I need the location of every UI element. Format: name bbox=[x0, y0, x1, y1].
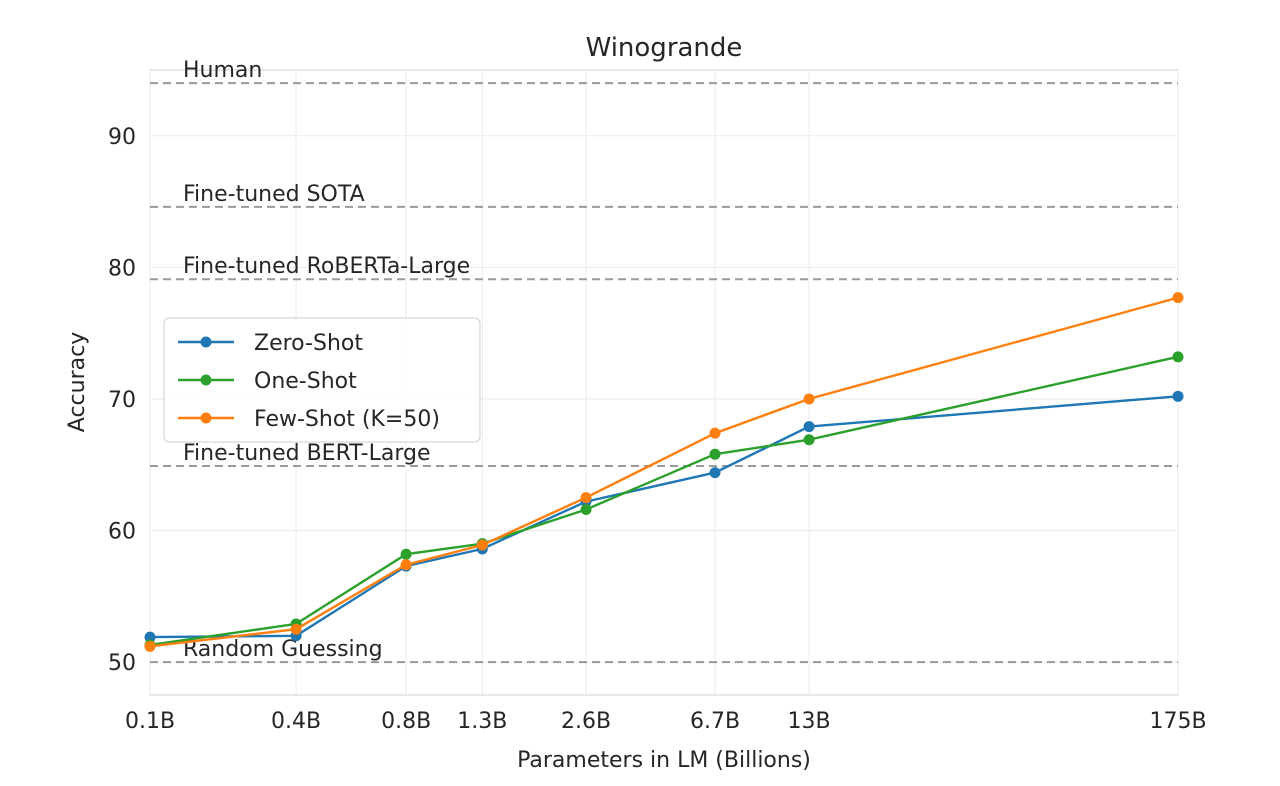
reference-label-random-guessing: Random Guessing bbox=[183, 637, 383, 662]
x-tick-label: 13B bbox=[788, 709, 831, 734]
legend-marker-zero-shot bbox=[200, 336, 212, 348]
y-tick-label: 90 bbox=[108, 125, 136, 150]
reference-label-fine-tuned-bert-large: Fine-tuned BERT-Large bbox=[183, 441, 431, 466]
data-point-few-shot-k-50 bbox=[709, 427, 721, 439]
reference-label-fine-tuned-roberta-large: Fine-tuned RoBERTa-Large bbox=[183, 254, 470, 279]
series-line-zero-shot bbox=[149, 395, 1179, 639]
data-point-few-shot-k-50 bbox=[1172, 292, 1184, 304]
x-tick-label: 0.4B bbox=[271, 709, 321, 734]
x-tick-label: 0.1B bbox=[125, 709, 175, 734]
x-tick-label: 175B bbox=[1149, 709, 1206, 734]
chart-title: Winogrande bbox=[586, 33, 743, 63]
x-tick-label: 0.8B bbox=[381, 709, 431, 734]
data-point-zero-shot bbox=[803, 421, 815, 433]
reference-lines: Human Fine-tuned SOTA Fine-tuned RoBERTa-L… bbox=[150, 58, 1178, 664]
legend-marker-one-shot bbox=[200, 374, 212, 386]
data-point-one-shot bbox=[400, 548, 412, 560]
data-point-zero-shot bbox=[709, 467, 721, 479]
data-point-few-shot-k-50 bbox=[803, 393, 815, 405]
y-ticks: 50 60 70 80 90 bbox=[108, 125, 136, 676]
y-axis-label: Accuracy bbox=[65, 332, 90, 432]
series-line-few-shot-k-50 bbox=[149, 296, 1179, 648]
legend-label-one-shot: One-Shot bbox=[254, 369, 357, 394]
legend-box bbox=[163, 317, 481, 443]
reference-label-fine-tuned-sota: Fine-tuned SOTA bbox=[183, 182, 365, 207]
reference-label-human: Human bbox=[183, 58, 262, 83]
x-tick-label: 1.3B bbox=[457, 709, 507, 734]
x-axis-label: Parameters in LM (Billions) bbox=[517, 748, 811, 773]
legend-marker-few-shot-k-50 bbox=[200, 412, 212, 424]
x-tick-label: 6.7B bbox=[690, 709, 740, 734]
x-tick-label: 2.6B bbox=[561, 709, 611, 734]
data-point-one-shot bbox=[803, 434, 815, 446]
data-point-few-shot-k-50 bbox=[400, 559, 412, 571]
data-point-one-shot bbox=[1172, 351, 1184, 363]
legend: Zero-Shot One-Shot Few-Shot (K=50) bbox=[163, 317, 481, 443]
data-point-few-shot-k-50 bbox=[476, 539, 488, 551]
legend-label-zero-shot: Zero-Shot bbox=[254, 331, 363, 356]
y-tick-label: 70 bbox=[108, 388, 136, 413]
data-point-zero-shot bbox=[1172, 390, 1184, 402]
data-point-one-shot bbox=[709, 448, 721, 460]
data-point-zero-shot bbox=[144, 631, 156, 643]
data-point-few-shot-k-50 bbox=[290, 623, 302, 635]
y-tick-label: 80 bbox=[108, 256, 136, 281]
y-tick-label: 60 bbox=[108, 520, 136, 545]
x-ticks: 0.1B 0.4B 0.8B 1.3B 2.6B 6.7B 13B 175B bbox=[125, 709, 1207, 734]
data-point-few-shot-k-50 bbox=[144, 640, 156, 652]
legend-label-few-shot-k-50: Few-Shot (K=50) bbox=[254, 407, 440, 432]
series-layer bbox=[144, 292, 1184, 652]
y-tick-label: 50 bbox=[108, 651, 136, 676]
series-line-one-shot bbox=[149, 355, 1179, 647]
data-point-few-shot-k-50 bbox=[580, 492, 592, 504]
data-point-one-shot bbox=[580, 503, 592, 515]
